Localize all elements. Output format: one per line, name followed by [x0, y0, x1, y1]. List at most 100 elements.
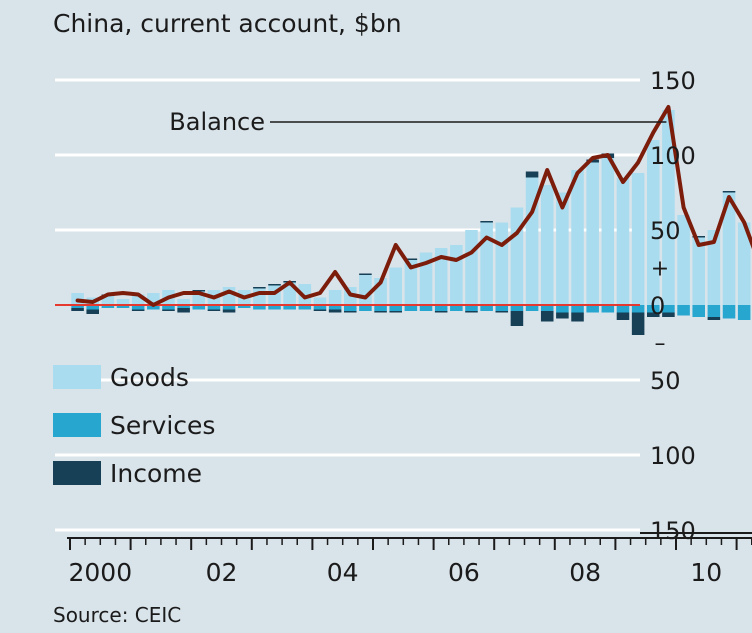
income-bar — [480, 221, 493, 223]
y-tick-label: 100 — [650, 442, 696, 470]
y-tick-label: 50 — [650, 217, 681, 245]
x-tick-label: 2000 — [68, 558, 132, 587]
goods-bar — [571, 170, 584, 305]
goods-bar — [450, 245, 463, 305]
income-bar — [328, 309, 342, 313]
services-bar — [662, 305, 675, 313]
gridlines — [55, 78, 640, 532]
goods-bar — [313, 297, 327, 305]
income-bar — [647, 312, 660, 317]
goods-bar — [601, 158, 615, 305]
goods-bar — [737, 222, 751, 305]
services-bar — [404, 305, 418, 311]
positive-sign-label: + — [651, 257, 669, 282]
income-bar — [374, 311, 387, 313]
goods-bar — [298, 284, 312, 305]
services-bar — [737, 305, 751, 320]
y-tick-label: 0 — [650, 292, 665, 320]
goods-bar — [389, 267, 402, 305]
goods-bar — [465, 230, 478, 305]
services-bar — [389, 305, 402, 311]
services-bar — [71, 305, 84, 308]
goods-bar — [253, 288, 266, 305]
legend-swatch-income — [53, 461, 101, 485]
goods-bar — [631, 173, 645, 305]
services-bar — [283, 305, 296, 310]
goods-bar — [647, 140, 660, 305]
services-bar — [616, 305, 630, 313]
goods-bar — [540, 185, 554, 305]
x-tick-label: 02 — [206, 558, 238, 587]
income-bar — [495, 311, 509, 313]
goods-bar — [434, 248, 448, 305]
services-bar — [722, 305, 736, 319]
goods-bar — [556, 192, 569, 305]
services-bar — [647, 305, 660, 313]
services-bar — [556, 305, 569, 313]
balance-annotation-label: Balance — [169, 108, 265, 136]
services-bar — [601, 305, 615, 313]
income-bar — [131, 309, 145, 311]
legend-label-goods: Goods — [110, 363, 189, 392]
goods-bar — [707, 230, 721, 305]
services-bar — [298, 305, 312, 310]
goods-bar — [722, 192, 736, 305]
goods-bar — [116, 299, 130, 305]
goods-bar — [662, 110, 675, 305]
income-bar — [389, 311, 402, 313]
chart-title: China, current account, $bn — [53, 9, 402, 38]
income-bar — [344, 311, 357, 313]
legend: Goods Services Income — [53, 363, 215, 488]
income-bar — [313, 309, 327, 311]
services-bar — [162, 305, 175, 310]
income-bar — [192, 290, 206, 292]
y-axis-tick-labels: 150 100 50 0 50 100 150 — [650, 67, 696, 545]
services-bar — [86, 305, 99, 310]
income-bar — [71, 308, 84, 311]
goods-bar — [177, 299, 190, 305]
services-bar — [631, 305, 645, 313]
income-bar — [662, 312, 675, 317]
services-bar — [328, 305, 342, 310]
services-bar — [116, 305, 130, 308]
services-bar — [707, 305, 721, 317]
y-tick-label: 150 — [650, 67, 696, 95]
goods-bar — [101, 296, 115, 305]
income-bar — [465, 311, 478, 313]
goods-bar — [404, 260, 418, 305]
y-tick-label: 100 — [650, 142, 696, 170]
services-bar — [131, 305, 145, 310]
services-bar — [677, 305, 690, 316]
goods-bar — [359, 275, 372, 305]
income-bar — [86, 309, 99, 314]
services-bar — [434, 305, 448, 311]
income-bar — [162, 309, 175, 311]
legend-swatch-services — [53, 413, 101, 437]
goods-bar — [586, 162, 599, 305]
x-tick-label: 04 — [327, 558, 359, 587]
income-bar — [404, 258, 418, 260]
income-bar — [253, 287, 266, 289]
services-bar — [177, 305, 190, 308]
services-bar — [495, 305, 509, 311]
legend-swatch-goods — [53, 365, 101, 389]
goods-bar — [692, 237, 705, 305]
services-bar — [510, 305, 524, 311]
income-bar — [571, 312, 584, 322]
services-bar — [222, 305, 236, 310]
x-tick-label: 06 — [448, 558, 480, 587]
services-bar — [344, 305, 357, 311]
goods-bar — [495, 222, 509, 305]
services-bar — [207, 305, 221, 310]
income-bar — [222, 309, 236, 313]
services-bar — [237, 305, 251, 308]
goods-bar — [131, 294, 145, 305]
legend-label-services: Services — [110, 411, 215, 440]
income-bar — [692, 236, 705, 238]
x-axis: 2000020406081012141618 — [67, 532, 752, 587]
income-bar — [631, 312, 645, 335]
y-tick-label: 150 — [650, 517, 696, 545]
services-bar — [313, 305, 327, 310]
goods-bar — [510, 207, 524, 305]
income-bar — [540, 311, 554, 322]
